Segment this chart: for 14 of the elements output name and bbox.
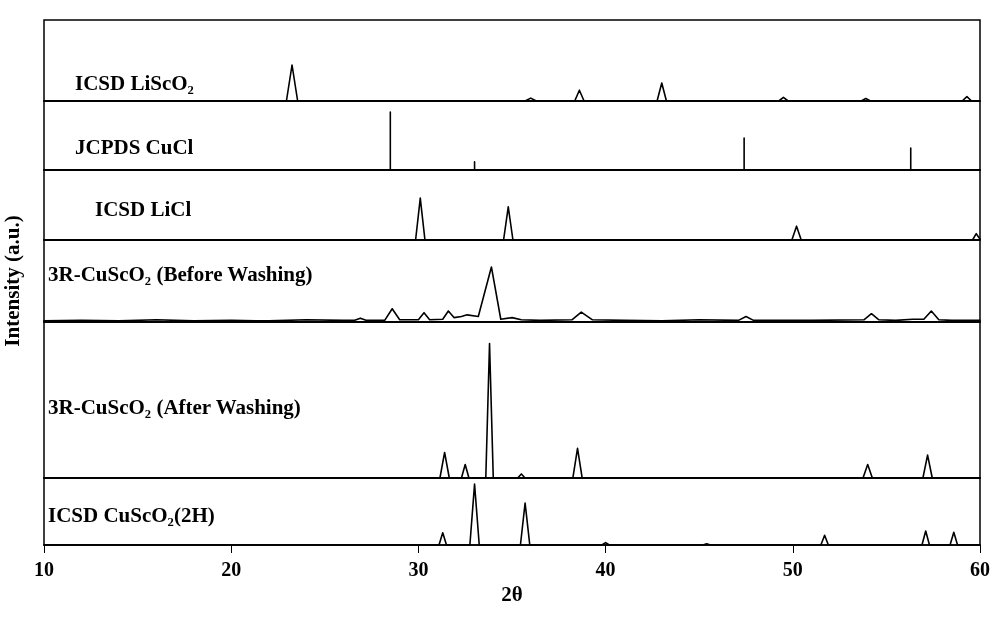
series-label: ICSD LiCl bbox=[95, 196, 192, 221]
series-label: JCPDS CuCl bbox=[75, 134, 194, 159]
text: 3R-CuScO₂ (After Washing) bbox=[48, 394, 301, 419]
y-axis-title: Intensity (a.u.) bbox=[0, 215, 24, 347]
series-label: 3R-CuScO₂ (Before Washing) bbox=[48, 261, 313, 286]
x-tick-label: 10 bbox=[34, 558, 54, 580]
x-tick-label: 50 bbox=[782, 558, 803, 580]
series-label: ICSD LiScO₂ bbox=[75, 70, 194, 95]
x-tick-label: 30 bbox=[408, 558, 429, 580]
x-tick-label: 20 bbox=[221, 558, 242, 580]
x-axis-title: 2θ bbox=[501, 581, 523, 606]
x-tick-label: 60 bbox=[970, 558, 990, 580]
x-tick-label: 40 bbox=[595, 558, 616, 580]
series-label: ICSD CuScO₂(2H) bbox=[48, 502, 215, 527]
